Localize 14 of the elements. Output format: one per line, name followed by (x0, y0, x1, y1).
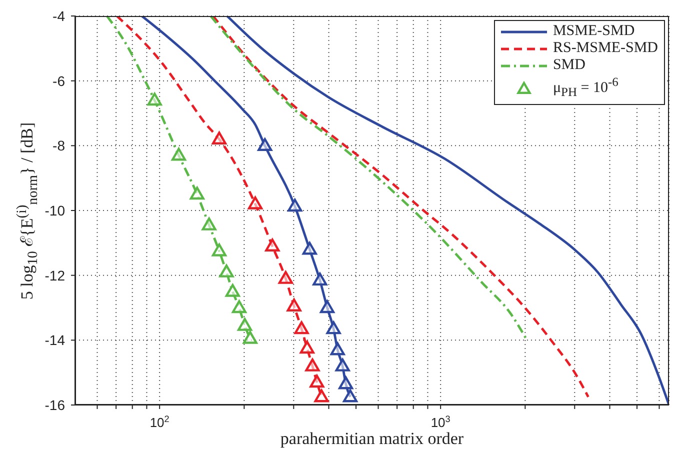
y-tick-label: -16 (44, 397, 66, 413)
x-tick-label: 10$^{2}$ (150, 414, 170, 430)
x-axis-title: parahermitian matrix order (279, 429, 465, 449)
legend-label: μ$_{PH}$ = 10$^{-6}$ (552, 74, 618, 101)
legend-label: SMD (552, 57, 586, 74)
legend-label: MSME-SMD (552, 23, 635, 40)
y-tick-label: -12 (44, 267, 66, 284)
legend-label: RS-MSME-SMD (552, 40, 658, 57)
y-tick-label: -4 (52, 8, 66, 24)
y-tick-label: -6 (52, 72, 66, 89)
y-tick-label: -14 (44, 332, 66, 348)
y-tick-label: -8 (52, 138, 66, 154)
x-tick-label: 10$^{3}$ (430, 414, 450, 430)
y-tick-label: -10 (44, 202, 66, 218)
